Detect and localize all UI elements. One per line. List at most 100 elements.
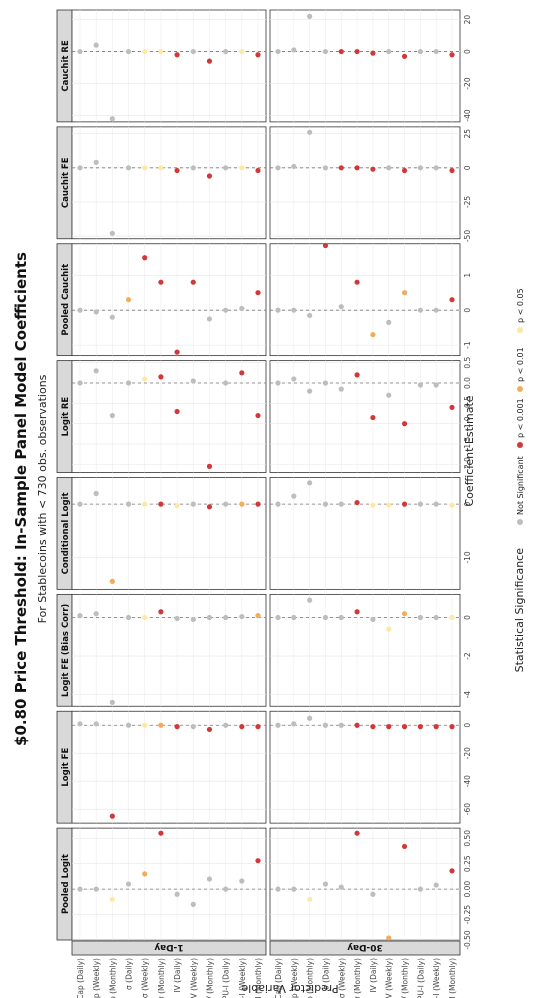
coefficient-point bbox=[206, 726, 213, 733]
coefficient-point bbox=[401, 167, 408, 174]
coefficient-point bbox=[255, 612, 261, 619]
coefficient-point bbox=[307, 13, 313, 19]
coefficient-point bbox=[291, 614, 297, 621]
column-strip-label: 30-Day bbox=[347, 942, 383, 952]
x-tick-label: -50 bbox=[463, 230, 472, 242]
coefficient-point bbox=[190, 901, 196, 908]
legend-marker bbox=[517, 386, 523, 392]
coefficient-point bbox=[291, 307, 297, 313]
coefficient-point bbox=[93, 886, 99, 892]
coefficient-point bbox=[255, 501, 261, 507]
coefficient-point bbox=[433, 882, 439, 888]
coefficient-point bbox=[338, 722, 344, 728]
x-tick-label: 0.5 bbox=[463, 356, 472, 368]
legend-marker bbox=[517, 327, 523, 333]
column-strip-label: 1-Day bbox=[154, 942, 183, 952]
coefficient-point bbox=[338, 884, 344, 890]
legend-label: p < 0.001 bbox=[516, 398, 525, 438]
model-strip-label: Logit RE bbox=[61, 397, 71, 437]
coefficient-point bbox=[142, 376, 148, 382]
legend-marker bbox=[517, 442, 523, 448]
x-tick-label: 0.50 bbox=[463, 830, 472, 847]
category-tick-label: EPU-I (Weekly) bbox=[432, 958, 441, 998]
category-tick-label: ΔMCap (Daily) bbox=[274, 958, 283, 998]
coefficient-point bbox=[190, 724, 196, 730]
coefficient-point bbox=[322, 881, 329, 887]
coefficient-point bbox=[275, 380, 281, 386]
coefficient-point bbox=[174, 52, 180, 58]
coefficient-point bbox=[433, 165, 439, 171]
coefficient-point bbox=[77, 380, 83, 386]
x-tick-label: -0.25 bbox=[463, 905, 472, 925]
coefficient-point bbox=[449, 614, 455, 621]
coefficient-point bbox=[275, 722, 281, 728]
coefficient-point bbox=[449, 167, 455, 174]
panel-frame bbox=[71, 477, 267, 590]
x-tick-label: 0.00 bbox=[463, 881, 472, 898]
x-tick-label: -1.0 bbox=[463, 416, 472, 431]
category-tick-label: EPU-I (Daily) bbox=[222, 958, 231, 998]
coefficient-point bbox=[417, 724, 423, 730]
coefficient-point bbox=[370, 724, 376, 730]
coefficient-point bbox=[401, 724, 408, 730]
coefficient-point bbox=[370, 891, 376, 897]
x-tick-label: -20 bbox=[463, 747, 472, 759]
coefficient-point bbox=[142, 165, 148, 171]
coefficient-point bbox=[206, 504, 213, 510]
panel-frame bbox=[269, 243, 461, 357]
panel-frame bbox=[71, 126, 267, 240]
coefficient-point bbox=[77, 721, 83, 727]
coefficient-point bbox=[158, 279, 164, 285]
coefficient-point bbox=[206, 316, 213, 322]
coefficient-point bbox=[255, 167, 261, 174]
x-tick-label: 0.0 bbox=[463, 377, 472, 389]
coefficient-point bbox=[206, 58, 213, 64]
coefficient-point bbox=[158, 609, 164, 615]
coefficient-point bbox=[93, 42, 99, 48]
coefficient-point bbox=[239, 878, 245, 884]
panel-frame bbox=[71, 593, 267, 707]
coefficient-point bbox=[307, 388, 313, 394]
x-tick-label: -10 bbox=[463, 551, 472, 563]
x-tick-label: 0 bbox=[463, 502, 472, 507]
coefficient-point bbox=[322, 165, 329, 171]
x-tick-label: -1.5 bbox=[463, 436, 472, 451]
column-strip bbox=[71, 940, 267, 956]
coefficient-point bbox=[417, 307, 423, 313]
coefficient-point bbox=[322, 242, 329, 249]
model-strip-label: Logit FE bbox=[61, 748, 71, 787]
x-tick-label: -0.50 bbox=[463, 930, 472, 950]
coefficient-point bbox=[255, 412, 261, 419]
x-tick-label: -2 bbox=[463, 652, 472, 660]
coefficient-point bbox=[449, 868, 455, 874]
coefficient-point bbox=[158, 830, 164, 836]
coefficient-point bbox=[354, 830, 360, 836]
coefficient-point bbox=[142, 871, 148, 877]
coefficient-point bbox=[142, 48, 148, 55]
coefficient-point bbox=[125, 501, 132, 507]
coefficient-point bbox=[174, 503, 180, 509]
coefficient-point bbox=[77, 886, 83, 892]
category-tick-label: σ (Monthly) bbox=[157, 958, 166, 998]
x-tick-label: -2.0 bbox=[463, 457, 472, 472]
panel-frame bbox=[71, 710, 267, 824]
legend-title: Statistical Significance bbox=[513, 548, 526, 673]
x-tick-label: 0.25 bbox=[463, 855, 472, 872]
x-tick-label: 0 bbox=[463, 615, 472, 620]
coefficient-point bbox=[291, 376, 297, 382]
coefficient-point bbox=[77, 48, 83, 55]
category-tick-label: EPU-I (Weekly) bbox=[238, 958, 247, 998]
category-tick-label: ΔMCap (Daily) bbox=[76, 958, 85, 998]
coefficient-point bbox=[433, 614, 439, 621]
coefficient-point bbox=[354, 499, 360, 506]
coefficient-point bbox=[307, 312, 313, 319]
coefficient-point bbox=[449, 502, 455, 508]
panel-frame bbox=[71, 827, 267, 941]
coefficient-point bbox=[417, 165, 423, 171]
coefficient-point bbox=[275, 501, 281, 507]
coefficient-point bbox=[417, 614, 423, 621]
x-tick-label: -60 bbox=[463, 803, 472, 815]
category-tick-label: σ (Daily) bbox=[321, 958, 330, 990]
coefficient-point bbox=[291, 493, 297, 499]
